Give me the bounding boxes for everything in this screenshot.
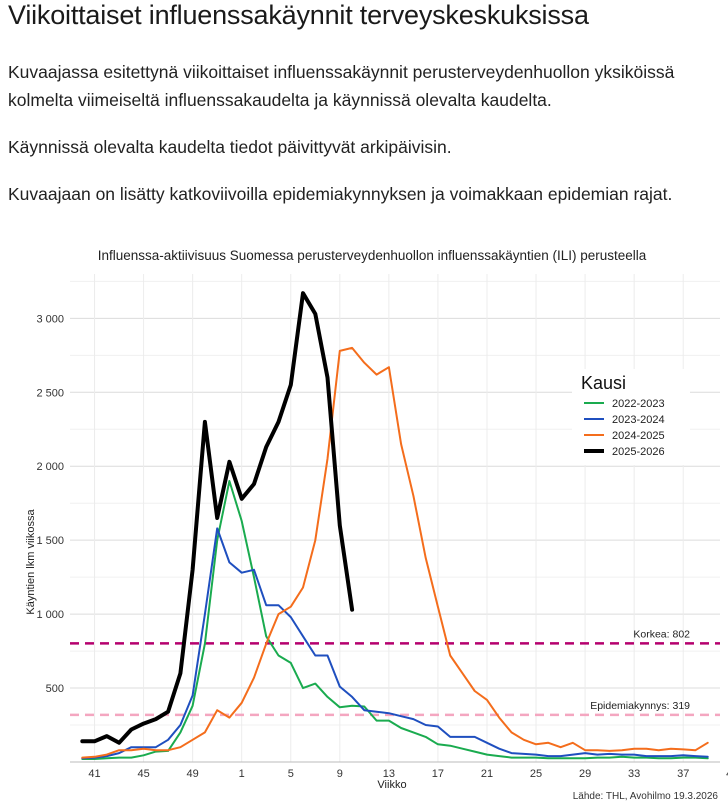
chart-series (80, 291, 709, 760)
x-tick-label: 1 (239, 768, 245, 780)
description-paragraph-2: Käynnissä olevalta kaudelta tiedot päivi… (8, 137, 452, 157)
influenza-chart: Influenssa-aktiivisuus Suomessa peruster… (25, 248, 728, 802)
x-tick-label: 13 (383, 768, 395, 780)
legend-label: 2024-2025 (612, 430, 665, 442)
description-paragraph-1: Kuvaajassa esitettynä viikoittaiset infl… (8, 62, 675, 110)
x-tick-label: 49 (187, 768, 199, 780)
y-tick-label: 2 000 (36, 461, 64, 473)
source-note: Lähde: THL, Avohilmo 19.3.2026 (573, 791, 719, 802)
y-tick-label: 500 (46, 683, 64, 695)
x-axis-ticks: 41 45 49 1 5 9 13 17 21 25 29 33 37 41 (88, 768, 728, 780)
description-paragraph-3: Kuvaajaan on lisätty katkoviivoilla epid… (8, 184, 673, 204)
y-tick-label: 1 000 (36, 609, 64, 621)
x-tick-label: 9 (337, 768, 343, 780)
x-tick-label: 5 (288, 768, 294, 780)
legend-label: 2023-2024 (612, 414, 665, 426)
y-tick-label: 2 500 (36, 387, 64, 399)
x-tick-label: 25 (530, 768, 542, 780)
y-tick-label: 3 000 (36, 313, 64, 325)
x-tick-label: 37 (677, 768, 689, 780)
chart-title: Influenssa-aktiivisuus Suomessa peruster… (98, 248, 647, 263)
y-axis-label: Käyntien lkm viikossa (25, 509, 37, 615)
reference-line-label: Korkea: 802 (633, 628, 690, 640)
x-tick-label: 41 (88, 768, 100, 780)
reference-lines: Korkea: 802 Epidemiakynnys: 319 (70, 628, 720, 717)
chart-legend: Kausi 2022-2023 2023-2024 2024-2025 2025-20… (572, 369, 690, 465)
page-title: Viikoittaiset influenssakäynnit terveysk… (8, 0, 589, 30)
series-line-2022-2023 (81, 480, 709, 760)
legend-label: 2025-2026 (612, 446, 665, 458)
legend-label: 2022-2023 (612, 398, 665, 410)
x-tick-label: 17 (432, 768, 444, 780)
reference-line-label: Epidemiakynnys: 319 (590, 700, 690, 712)
series-line-2025-2026 (80, 291, 355, 745)
x-tick-label: 45 (137, 768, 149, 780)
chart-gridlines (70, 274, 720, 763)
y-axis-ticks: 500 1 000 1 500 2 000 2 500 3 000 (36, 313, 64, 695)
legend-title: Kausi (581, 373, 626, 393)
y-tick-label: 1 500 (36, 535, 64, 547)
series-line-2023-2024 (81, 527, 709, 760)
x-axis-label: Viikko (377, 779, 406, 791)
series-line-2024-2025 (81, 346, 709, 759)
x-tick-label: 33 (628, 768, 640, 780)
x-tick-label: 21 (481, 768, 493, 780)
x-tick-label: 41 (726, 768, 728, 780)
x-tick-label: 29 (579, 768, 591, 780)
